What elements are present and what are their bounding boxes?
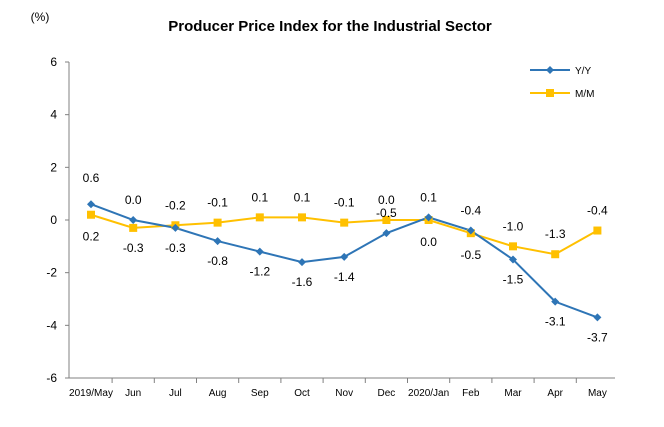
legend-yy-label: Y/Y (575, 66, 591, 77)
mm-point (382, 216, 391, 224)
mm-data-label: -1.3 (545, 227, 566, 241)
yy-point (298, 258, 306, 267)
yy-data-label: -1.6 (292, 275, 313, 289)
legend-yy-marker (546, 66, 554, 74)
yy-point (466, 226, 475, 235)
x-tick-label: 2020/Jan (408, 388, 449, 399)
mm-data-label: -0.1 (207, 196, 228, 210)
mm-point (129, 223, 138, 232)
mm-data-label: 0.1 (294, 190, 311, 204)
mm-point (298, 213, 306, 222)
mm-point (213, 218, 222, 227)
data-labels: 0.6 0.0 -0.3 -0.8 -1.2 -1.6 -1.4 -0.5 0.1 -0.4 -1.… (83, 171, 608, 344)
yy-data-label: -0.4 (460, 204, 481, 218)
mm-point (340, 218, 349, 227)
x-tick-label: Dec (378, 388, 396, 399)
mm-data-label: -0.5 (460, 248, 481, 262)
x-tick-label: Jun (125, 388, 141, 399)
y-tick-label: -2 (46, 266, 57, 280)
mm-point (255, 213, 264, 222)
yy-data-label: -3.7 (587, 330, 608, 344)
yy-data-label: 0.1 (420, 190, 437, 204)
legend-mm-label: M/M (575, 89, 594, 100)
y-tick-label: -4 (46, 318, 57, 332)
chart-title: Producer Price Index for the Industrial … (168, 18, 492, 35)
x-tick-label: Apr (547, 388, 563, 399)
yy-point (129, 216, 138, 224)
yy-point (213, 237, 222, 246)
yy-data-label: -1.4 (334, 270, 355, 284)
mm-data-label: 0.1 (251, 190, 268, 204)
mm-data-label: -0.4 (587, 204, 608, 218)
x-tick-label: Nov (335, 388, 353, 399)
yy-data-label: -1.5 (503, 273, 524, 287)
x-tick-label: 2019/May (69, 388, 113, 399)
yy-data-label: -1.2 (249, 265, 270, 279)
series-markers (87, 200, 602, 322)
x-tick-label: Aug (209, 388, 227, 399)
chart-legend: Y/Y M/M (530, 66, 594, 100)
mm-data-label: -0.2 (165, 198, 186, 212)
x-tick-label: Sep (251, 388, 269, 399)
mm-data-label: -0.3 (123, 241, 144, 255)
y-tick-label: -6 (46, 371, 57, 385)
yy-point (340, 252, 349, 261)
yy-point (382, 229, 391, 238)
mm-data-label: -1.0 (503, 219, 524, 233)
mm-point (87, 210, 95, 219)
mm-point (509, 242, 517, 251)
y-tick-label: 4 (50, 108, 57, 122)
x-tick-label: Mar (504, 388, 522, 399)
legend-item-yy: Y/Y (530, 66, 591, 77)
mm-point (551, 250, 560, 259)
legend-mm-marker (546, 89, 554, 97)
yy-data-label: 0.6 (83, 171, 100, 185)
y-tick-label: 2 (50, 160, 57, 174)
x-tick-label: Jul (169, 388, 182, 399)
x-axis-ticks: 2019/May Jun Jul Aug Sep Oct Nov Dec 2020/Jan Feb… (69, 378, 607, 399)
y-tick-label: 0 (50, 213, 57, 227)
yy-point (551, 297, 560, 306)
y-axis-ticks: 6 4 2 0 -2 -4 -6 (46, 55, 69, 385)
yy-data-label: -0.3 (165, 241, 186, 255)
mm-data-label: 0.2 (83, 230, 100, 244)
yy-data-label: 0.0 (125, 193, 142, 207)
yy-point (255, 247, 264, 256)
x-tick-label: Oct (294, 388, 310, 399)
mm-data-label: -0.1 (334, 196, 355, 210)
yy-point (593, 313, 602, 322)
x-tick-label: May (588, 388, 607, 399)
yy-point (509, 255, 517, 264)
mm-data-label: 0.0 (378, 193, 395, 207)
yy-data-label: -0.5 (376, 206, 397, 220)
yy-point (424, 213, 433, 222)
yy-data-label: -0.8 (207, 254, 228, 268)
legend-item-mm: M/M (530, 89, 594, 100)
x-tick-label: Feb (462, 388, 480, 399)
mm-data-label: 0.0 (420, 235, 437, 249)
y-tick-label: 6 (50, 55, 57, 69)
yy-point (171, 223, 180, 232)
yy-point (87, 200, 95, 209)
yy-data-label: -3.1 (545, 315, 566, 329)
y-axis-unit-label: (%) (31, 10, 50, 24)
mm-point (593, 226, 602, 235)
